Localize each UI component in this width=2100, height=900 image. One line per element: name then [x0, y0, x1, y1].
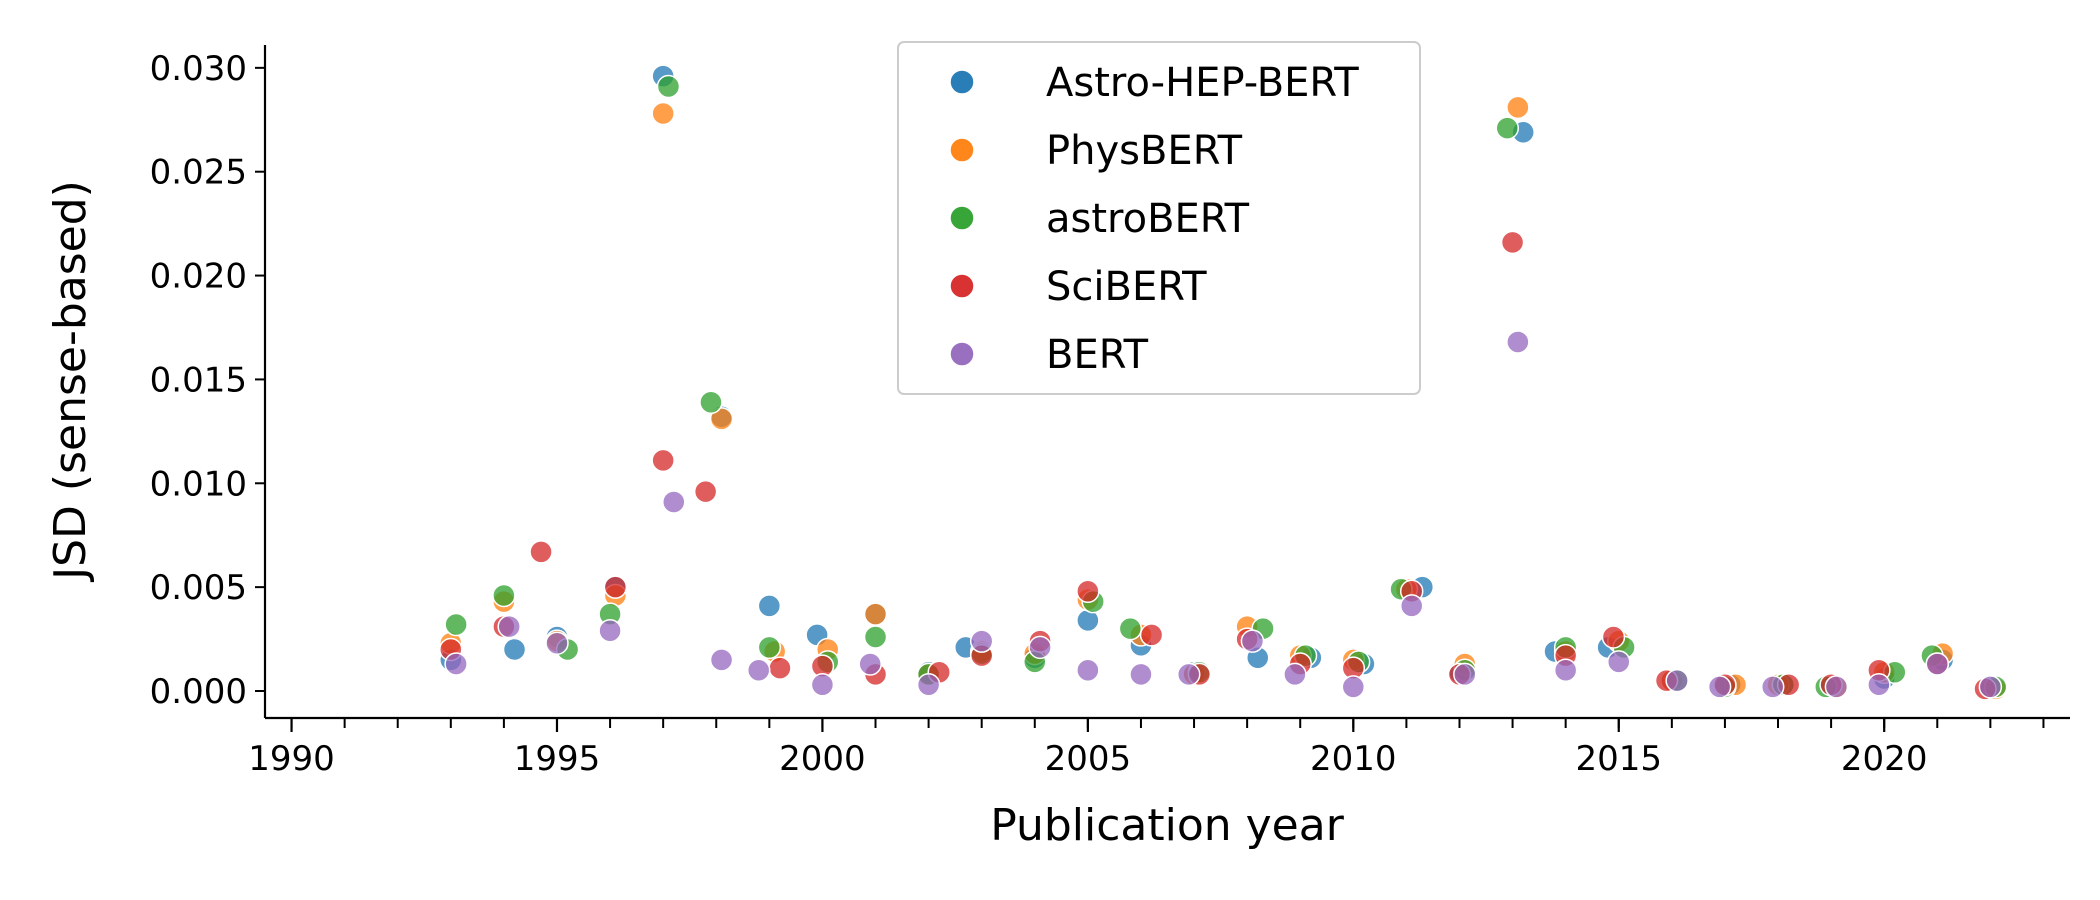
data-point	[863, 625, 888, 649]
data-point	[858, 652, 882, 676]
legend-marker	[949, 273, 975, 299]
data-point	[497, 614, 521, 639]
data-point	[1453, 662, 1477, 687]
data-point	[1824, 675, 1849, 699]
data-point	[1665, 668, 1689, 693]
x-tick-label: 2005	[1045, 739, 1132, 779]
data-point	[746, 658, 771, 682]
data-point	[709, 407, 734, 431]
data-point	[502, 637, 527, 662]
legend: Astro-HEP-BERT PhysBERT astroBERT SciBERT BE…	[897, 41, 1421, 395]
data-point	[1925, 652, 1950, 676]
data-point	[1076, 579, 1100, 604]
y-tick-label: 0.005	[150, 568, 247, 608]
y-tick-label: 0.020	[150, 257, 247, 297]
axes: 0.000 0.005 0.010 0.015 0.020 0.025 0.030 1990 1…	[150, 45, 2070, 779]
data-point	[1399, 594, 1424, 618]
data-point	[1506, 95, 1530, 120]
y-tick-label: 0.025	[150, 153, 247, 193]
data-point	[444, 612, 468, 637]
data-point	[1601, 625, 1626, 649]
data-point	[598, 619, 622, 643]
data-point	[651, 101, 675, 126]
data-point	[1506, 330, 1530, 354]
data-point	[1076, 658, 1100, 682]
data-point	[863, 602, 888, 626]
legend-box	[897, 41, 1421, 395]
data-point	[757, 635, 782, 660]
data-point	[656, 74, 681, 99]
data-point	[545, 631, 569, 655]
data-point	[1240, 629, 1265, 653]
x-tick-label: 2020	[1841, 739, 1928, 779]
legend-label: SciBERT	[1046, 264, 1207, 310]
data-point	[1978, 675, 2003, 699]
data-point	[1341, 675, 1366, 699]
series-bert	[444, 330, 2003, 699]
data-point	[768, 656, 792, 680]
data-point	[1867, 673, 1891, 697]
data-point	[1139, 623, 1164, 647]
data-point	[1553, 658, 1578, 682]
data-point	[699, 390, 723, 415]
data-point	[1129, 662, 1153, 687]
data-point	[1707, 675, 1732, 699]
legend-marker	[949, 69, 975, 95]
legend-marker	[949, 341, 975, 367]
data-point	[1283, 662, 1307, 687]
data-point	[969, 629, 994, 653]
data-point	[444, 652, 468, 676]
y-tick-label: 0.030	[150, 49, 247, 89]
y-tick-label: 0.015	[150, 360, 247, 400]
y-axis-title: JSD (sense-based)	[45, 180, 96, 583]
x-tick-label: 1990	[248, 739, 335, 779]
data-point	[603, 575, 628, 599]
data-point	[1500, 230, 1525, 255]
legend-marker	[949, 205, 975, 231]
data-point	[693, 479, 718, 504]
data-point	[1028, 635, 1052, 660]
legend-label: Astro-HEP-BERT	[1046, 60, 1359, 106]
legend-label: astroBERT	[1046, 196, 1250, 242]
legend-marker	[949, 137, 975, 163]
y-tick-label: 0.010	[150, 464, 247, 504]
x-tick-label: 2000	[779, 739, 866, 779]
data-point	[1760, 675, 1785, 699]
data-point	[529, 540, 553, 564]
data-point	[757, 594, 782, 618]
x-tick-label: 2010	[1310, 739, 1397, 779]
data-point	[492, 583, 516, 608]
data-point	[662, 490, 686, 514]
y-tick-label: 0.000	[150, 672, 247, 712]
data-point	[1118, 616, 1143, 641]
data-point	[810, 673, 835, 697]
data-point	[916, 673, 941, 697]
data-point	[651, 448, 675, 473]
data-point	[1176, 662, 1201, 687]
x-axis-title: Publication year	[990, 800, 1345, 851]
data-point	[1495, 116, 1520, 140]
data-point	[709, 648, 734, 672]
x-tick-label: 1995	[514, 739, 601, 779]
data-point	[1607, 650, 1631, 674]
legend-label: BERT	[1046, 332, 1149, 378]
legend-label: PhysBERT	[1046, 128, 1243, 174]
x-tick-label: 2015	[1575, 739, 1662, 779]
data-points	[439, 64, 2008, 701]
